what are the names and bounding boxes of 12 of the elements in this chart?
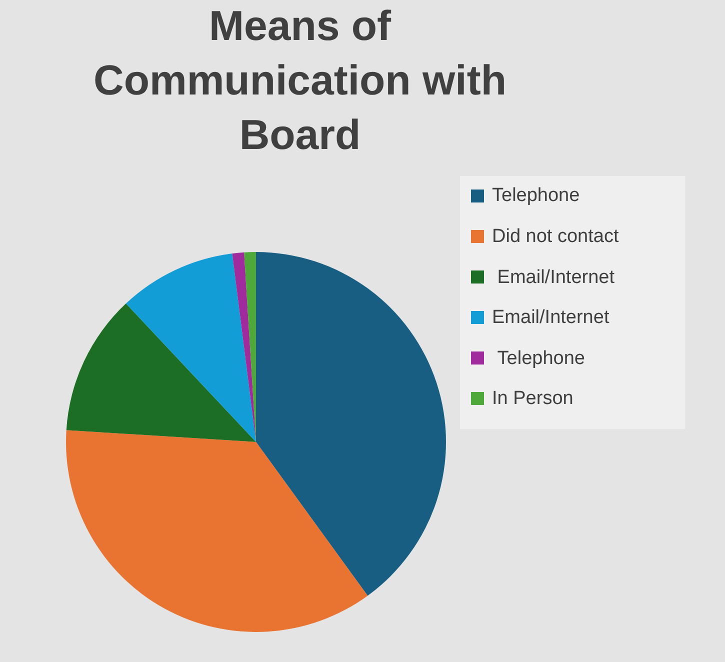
legend-label: Email/Internet bbox=[492, 267, 616, 288]
legend-label: Email/Internet bbox=[492, 307, 610, 328]
legend-label: Did not contact bbox=[492, 226, 620, 247]
legend-label: Telephone bbox=[492, 185, 580, 206]
pie-slice bbox=[126, 254, 256, 442]
legend-label: Telephone bbox=[492, 348, 585, 369]
pie-slice bbox=[256, 252, 446, 596]
pie-slice bbox=[66, 303, 256, 442]
pie-slice bbox=[66, 430, 368, 632]
pie-slice bbox=[232, 252, 256, 442]
legend-label: In Person bbox=[492, 388, 574, 409]
chart-title: Means of Communication with Board bbox=[94, 2, 506, 158]
